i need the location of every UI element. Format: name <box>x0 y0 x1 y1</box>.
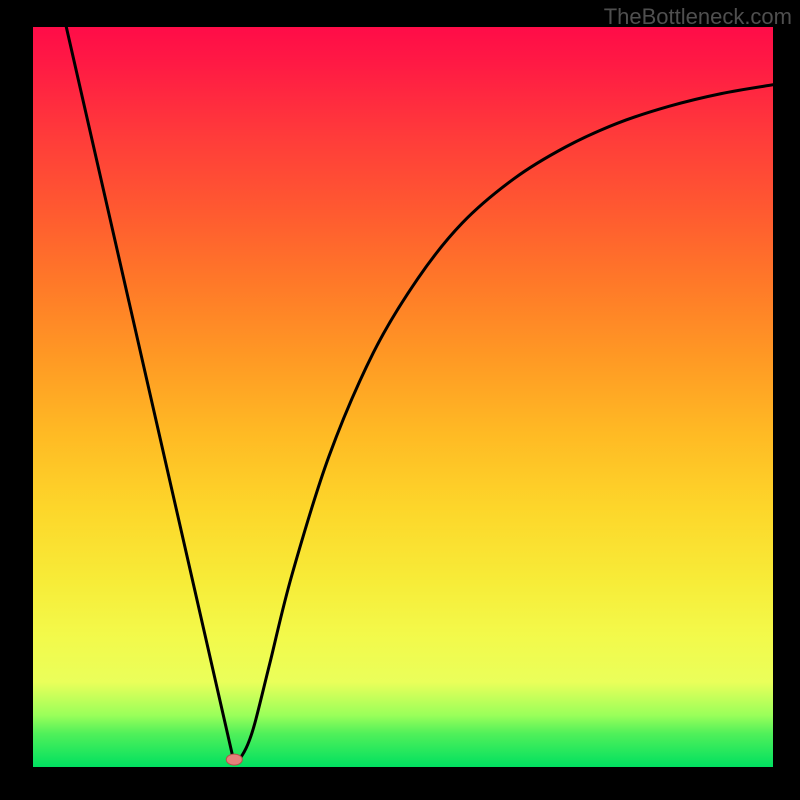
plot-area <box>33 27 773 767</box>
gradient-background <box>33 27 773 767</box>
watermark-text: TheBottleneck.com <box>604 4 792 30</box>
minimum-marker <box>226 754 242 765</box>
chart-container: TheBottleneck.com <box>0 0 800 800</box>
